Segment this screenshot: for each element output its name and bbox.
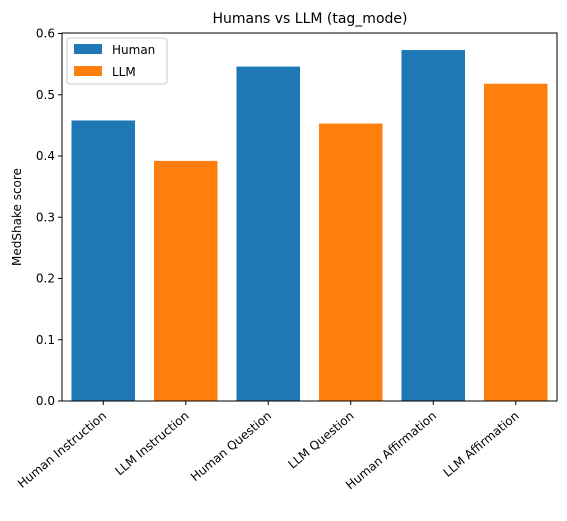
bar <box>483 83 548 401</box>
legend: Human LLM <box>66 37 168 85</box>
bars-layer <box>71 50 548 401</box>
y-tick-label: 0.4 <box>36 149 55 163</box>
legend-swatch <box>74 66 102 76</box>
axes-layer <box>61 32 558 402</box>
bar <box>71 120 136 401</box>
x-tick-label: LLM Instruction <box>112 409 191 479</box>
bar <box>401 50 466 401</box>
y-tick-label: 0.5 <box>36 88 55 102</box>
x-tick-label: LLM Question <box>285 409 356 472</box>
legend-label: LLM <box>112 65 136 79</box>
plot-frame <box>61 32 558 402</box>
x-tick-label: Human Question <box>188 409 274 484</box>
bar <box>318 123 383 401</box>
y-tick-label: 0.6 <box>36 27 55 41</box>
y-tick-label: 0.2 <box>36 272 55 286</box>
bar <box>236 66 301 401</box>
legend-swatch <box>74 44 102 54</box>
y-axis-label: MedShake score <box>10 168 24 266</box>
chart-title: Humans vs LLM (tag_mode) <box>213 11 408 27</box>
x-tick-label: Human Instruction <box>15 409 109 491</box>
y-tick-label: 0.0 <box>36 394 55 408</box>
legend-label: Human <box>112 43 155 57</box>
bar <box>153 160 218 401</box>
x-tick-label: LLM Affirmation <box>441 409 522 480</box>
y-tick-label: 0.3 <box>36 210 55 224</box>
x-tick-label: Human Affirmation <box>343 409 439 493</box>
y-tick-label: 0.1 <box>36 333 55 347</box>
